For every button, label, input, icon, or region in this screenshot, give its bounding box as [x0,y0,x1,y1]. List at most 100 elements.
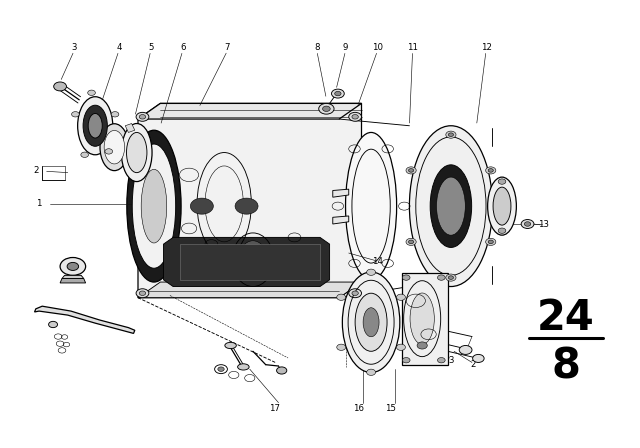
Circle shape [352,115,358,119]
Circle shape [498,179,506,184]
Circle shape [417,342,428,349]
Polygon shape [402,273,448,365]
Circle shape [403,275,410,280]
Polygon shape [125,124,135,133]
Ellipse shape [430,165,472,247]
Circle shape [406,167,416,174]
Text: 5: 5 [148,43,154,52]
Ellipse shape [132,144,175,268]
Polygon shape [138,103,362,297]
Ellipse shape [410,126,492,287]
Circle shape [403,358,410,363]
Circle shape [472,354,484,362]
Polygon shape [179,244,320,280]
Ellipse shape [127,133,147,172]
Ellipse shape [410,293,435,345]
Polygon shape [164,237,330,287]
Polygon shape [35,306,135,333]
Polygon shape [60,279,86,283]
Ellipse shape [225,342,236,349]
Ellipse shape [127,130,181,282]
Text: 6: 6 [180,43,186,52]
Ellipse shape [488,177,516,235]
Circle shape [449,276,454,280]
Circle shape [486,238,496,246]
Ellipse shape [141,169,167,243]
Circle shape [367,269,376,276]
Circle shape [136,112,149,121]
Polygon shape [138,103,362,119]
Circle shape [352,291,358,296]
Circle shape [438,275,445,280]
Text: 9: 9 [343,43,348,52]
Circle shape [397,344,405,350]
Circle shape [349,112,362,121]
Text: 8: 8 [552,345,580,387]
Circle shape [367,369,376,375]
Text: 13: 13 [538,220,549,228]
Text: 2: 2 [33,166,38,175]
Text: 7: 7 [225,43,230,52]
Circle shape [140,115,146,119]
Circle shape [335,91,341,96]
Circle shape [408,240,413,244]
Circle shape [408,168,413,172]
Ellipse shape [83,105,108,146]
Circle shape [446,274,456,281]
Polygon shape [333,189,349,197]
Circle shape [111,112,119,117]
Circle shape [449,133,454,137]
Circle shape [218,367,224,371]
Ellipse shape [355,293,387,351]
Ellipse shape [237,364,249,370]
Text: 16: 16 [353,404,364,413]
Text: 15: 15 [385,404,396,413]
Circle shape [488,168,493,172]
Circle shape [105,149,113,154]
Ellipse shape [363,308,379,337]
Text: 14: 14 [372,258,383,267]
Text: 3: 3 [448,356,454,365]
Text: 4: 4 [116,43,122,52]
Text: 2: 2 [470,360,476,369]
Circle shape [54,82,67,91]
Text: 17: 17 [269,404,280,413]
Ellipse shape [88,113,102,138]
Circle shape [498,228,506,233]
Circle shape [190,198,213,214]
Text: 24: 24 [537,297,595,339]
Circle shape [60,258,86,276]
Text: 3: 3 [72,43,77,52]
Circle shape [488,240,493,244]
Circle shape [337,294,346,300]
Circle shape [337,344,346,350]
Text: 8: 8 [314,43,319,52]
Ellipse shape [493,187,511,225]
Text: 12: 12 [481,43,492,52]
Circle shape [332,89,344,98]
Text: 10: 10 [372,43,383,52]
Ellipse shape [342,272,400,372]
Circle shape [349,289,362,297]
Circle shape [136,289,149,297]
Circle shape [235,198,258,214]
Circle shape [323,106,330,112]
Circle shape [276,367,287,374]
Circle shape [140,291,146,296]
Circle shape [521,220,534,228]
Circle shape [72,112,79,117]
Circle shape [460,345,472,354]
Ellipse shape [100,124,129,171]
Circle shape [446,131,456,138]
Circle shape [406,238,416,246]
Circle shape [81,152,88,157]
Ellipse shape [436,177,465,235]
Circle shape [438,358,445,363]
Ellipse shape [104,130,125,164]
Circle shape [486,167,496,174]
Circle shape [88,90,95,95]
Circle shape [397,294,405,300]
Ellipse shape [77,97,113,155]
Text: 1: 1 [36,199,42,208]
Circle shape [524,222,531,226]
